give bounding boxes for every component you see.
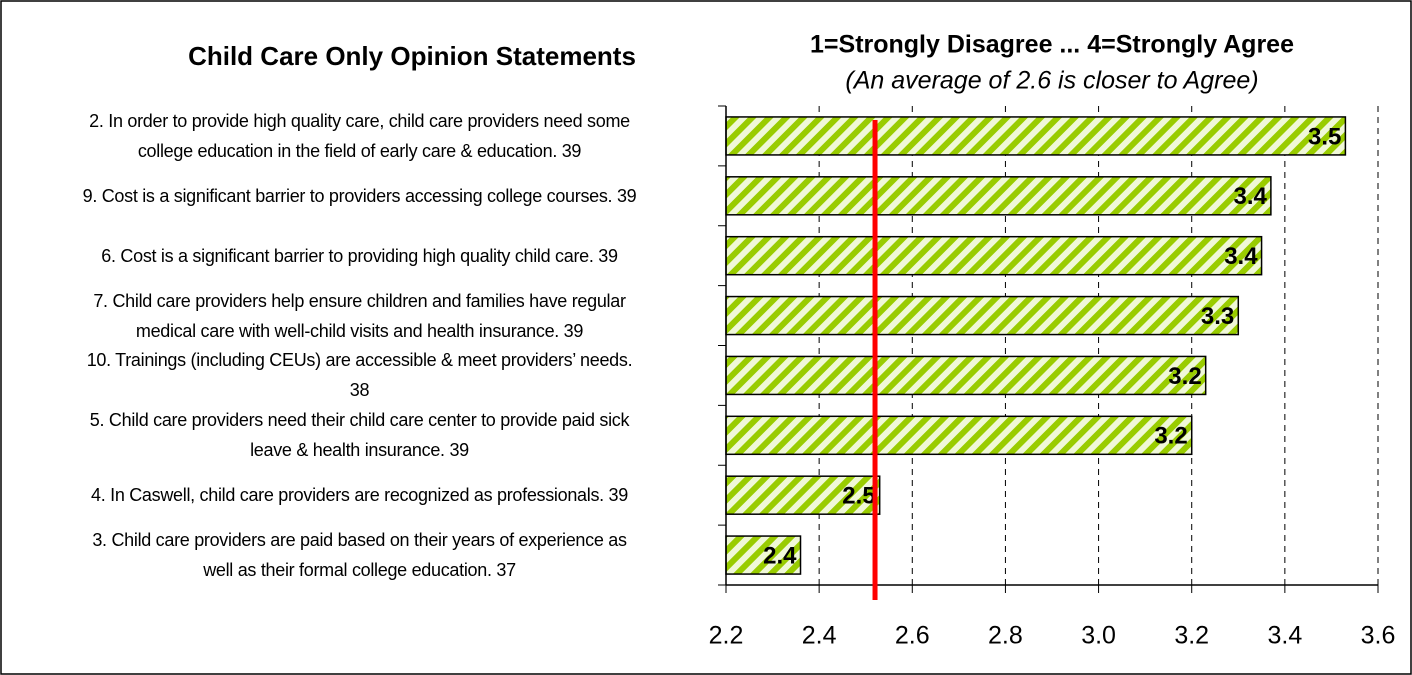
x-tick-label: 3.6 bbox=[1361, 622, 1396, 650]
bar bbox=[725, 295, 1240, 336]
category-label: 7. Child care providers help ensure chil… bbox=[93, 290, 626, 341]
value-label: 2.5 bbox=[842, 483, 875, 510]
bar bbox=[725, 535, 802, 575]
value-label: 3.2 bbox=[1154, 423, 1187, 450]
category-label: 4. In Caswell, child care providers are … bbox=[91, 485, 628, 506]
category-label: 10. Trainings (including CEUs) are acces… bbox=[86, 350, 633, 401]
bar bbox=[725, 116, 1347, 156]
bar bbox=[725, 415, 1193, 456]
value-label: 2.4 bbox=[763, 542, 797, 569]
x-tick-label: 2.2 bbox=[709, 622, 744, 650]
value-label: 3.4 bbox=[1234, 183, 1268, 210]
value-label: 3.5 bbox=[1308, 123, 1341, 150]
x-tick-label: 3.2 bbox=[1174, 622, 1209, 650]
bar bbox=[725, 355, 1207, 396]
value-label: 3.3 bbox=[1201, 303, 1234, 330]
chart-title: Child Care Only Opinion Statements bbox=[188, 41, 636, 71]
x-tick-label: 2.4 bbox=[802, 622, 837, 650]
category-label: 5. Child care providers need their child… bbox=[89, 410, 630, 461]
x-tick-label: 3.4 bbox=[1267, 622, 1302, 650]
x-tick-label: 2.8 bbox=[988, 622, 1023, 650]
category-label: 6. Cost is a significant barrier to prov… bbox=[101, 245, 618, 266]
bar bbox=[725, 176, 1272, 216]
chart-note: (An average of 2.6 is closer to Agree) bbox=[845, 67, 1258, 95]
category-label: 2. In order to provide high quality care… bbox=[89, 110, 630, 161]
chart-subtitle: 1=Strongly Disagree ... 4=Strongly Agree bbox=[810, 31, 1294, 59]
x-tick-label: 3.0 bbox=[1081, 622, 1116, 650]
bar bbox=[725, 235, 1263, 276]
value-label: 3.4 bbox=[1224, 243, 1258, 270]
value-label: 3.2 bbox=[1168, 363, 1201, 390]
category-label: 3. Child care providers are paid based o… bbox=[92, 530, 627, 581]
x-tick-label: 2.6 bbox=[895, 622, 930, 650]
category-label: 9. Cost is a significant barrier to prov… bbox=[82, 185, 637, 206]
